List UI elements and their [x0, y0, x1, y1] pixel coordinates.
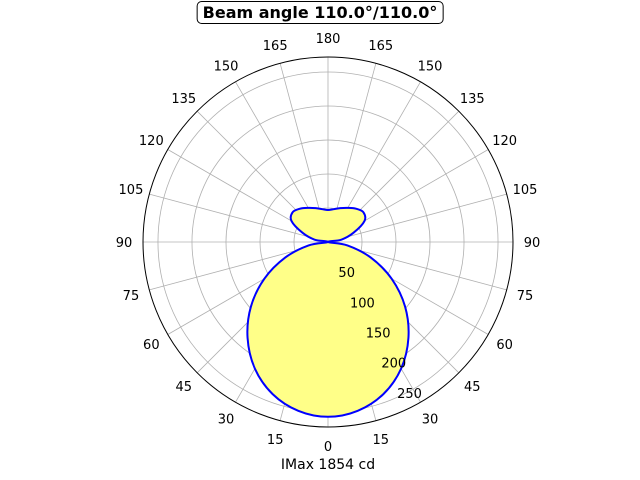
angle-tick-label: 15 [373, 433, 390, 448]
radial-tick-label: 200 [381, 357, 406, 372]
angle-tick-label: 75 [123, 289, 140, 304]
angle-tick-label: 105 [119, 183, 144, 198]
angle-tick-label: 30 [218, 413, 235, 428]
angle-tick-label: 105 [513, 183, 538, 198]
angle-tick-label: 120 [492, 134, 517, 149]
angle-tick-label: 150 [418, 59, 443, 74]
angle-tick-label: 45 [464, 380, 481, 395]
angle-tick-label: 135 [171, 92, 196, 107]
angle-tick-label: 150 [214, 59, 239, 74]
angle-tick-label: 0 [324, 440, 332, 455]
angular-gridline [149, 193, 329, 243]
chart-title: Beam angle 110.0°/110.0° [196, 1, 444, 24]
angle-tick-label: 90 [116, 236, 133, 251]
angle-tick-label: 165 [368, 39, 393, 54]
angle-tick-label: 135 [460, 92, 485, 107]
radial-tick-label: 250 [397, 387, 422, 402]
angle-tick-label: 30 [422, 413, 439, 428]
angle-tick-label: 45 [175, 380, 192, 395]
intensity-curve [246, 206, 410, 418]
radial-tick-label: 50 [338, 266, 355, 281]
angle-tick-label: 90 [524, 236, 541, 251]
angle-tick-label: 60 [496, 338, 513, 353]
angle-tick-label: 75 [517, 289, 534, 304]
angle-tick-label: 60 [143, 338, 160, 353]
angle-tick-label: 165 [263, 39, 288, 54]
radial-tick-label: 100 [350, 296, 375, 311]
radial-tick-label: 150 [366, 326, 391, 341]
angular-gridline [327, 193, 507, 243]
angle-tick-label: 15 [267, 433, 284, 448]
x-axis-label: IMax 1854 cd [280, 457, 376, 473]
angle-tick-label: 180 [316, 32, 341, 47]
angle-tick-label: 120 [139, 134, 164, 149]
outer-frame [142, 56, 514, 428]
